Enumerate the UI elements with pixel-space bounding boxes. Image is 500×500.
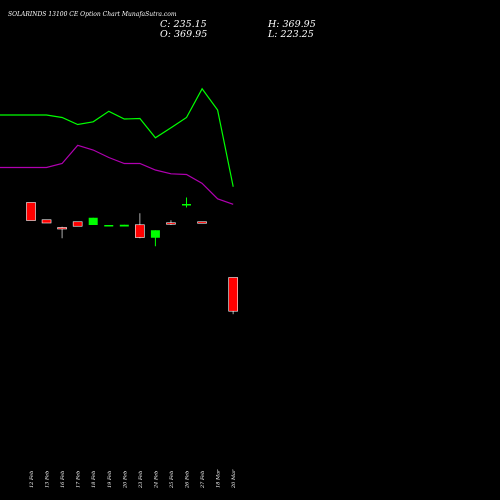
candle [182,197,191,208]
close-value: C: 235.15 [160,19,207,30]
candle [88,217,98,225]
x-tick-label: 20 Mar [231,469,237,489]
candle-body [166,222,176,225]
x-tick-label: 19 Feb [107,471,113,488]
candle [228,277,238,315]
lower-band-line [0,144,234,205]
candle [135,213,145,239]
candle [119,224,129,227]
candle-body [88,217,98,225]
x-tick-label: 13 Feb [45,471,51,488]
x-tick-label: 18 Mar [216,469,222,488]
candle-body [26,202,36,221]
candle-body [104,225,114,227]
x-tick-label: 27 Feb [200,471,206,489]
candle [41,219,52,224]
candle-body [228,277,238,312]
x-tick-label: 26 Feb [185,471,191,489]
x-tick-label: 23 Feb [138,471,144,489]
x-axis-tick-labels: 12 Feb 13 Feb 16 Feb 17 Feb 18 Feb 19 Feb 20 F… [29,469,237,489]
candle [166,220,176,225]
indicator-lines [0,87,234,205]
candle [57,226,67,239]
x-tick-label: 17 Feb [76,471,82,488]
candle-body [41,219,52,224]
x-tick-label: 24 Feb [153,471,159,489]
high-value: H: 369.95 [267,19,316,30]
candle [72,221,83,227]
candle-body [182,204,191,206]
x-tick-label: 12 Feb [29,471,35,488]
candle [26,202,36,221]
x-tick-label: 25 Feb [169,471,175,489]
candles [26,197,238,315]
candle [197,221,207,224]
chart-title: SOLARINDS 13100 CE Option Chart MunafaSu… [8,11,177,18]
x-tick-label: 20 Feb [122,471,128,489]
candle-body [72,221,83,227]
x-tick-label: 18 Feb [91,471,97,488]
candle [150,230,160,247]
low-value: L: 223.25 [267,29,314,40]
candle-body [150,230,160,238]
upper-band-line [0,87,234,187]
candle-body [197,221,207,224]
candle-body [57,227,67,230]
open-value: O: 369.95 [160,29,207,40]
candle-body [135,224,145,238]
x-tick-label: 16 Feb [60,471,66,488]
candle [104,225,114,227]
candle-body [119,224,129,227]
